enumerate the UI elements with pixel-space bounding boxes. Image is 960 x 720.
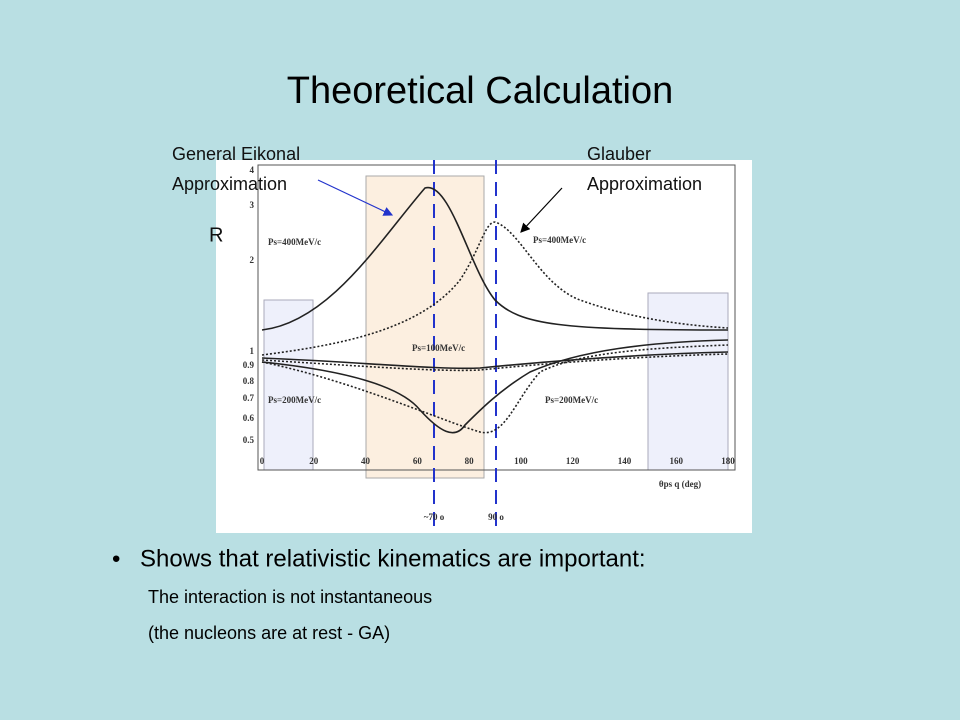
curve — [261, 344, 729, 434]
annotation: Approximation — [172, 174, 287, 194]
x-axis-label: θps q (deg) — [659, 479, 701, 489]
y-tick-label: 1 — [250, 346, 255, 356]
curve — [261, 351, 729, 370]
curve-label: Ps=400MeV/c — [533, 235, 586, 245]
figure: 4 3 2 1 0.9 0.8 0.7 0.6 0.5 0 20 40 60 80 100… — [216, 160, 752, 533]
y-tick-label: 0.8 — [243, 376, 255, 386]
curve — [261, 187, 729, 331]
bullet-text: Shows that relativistic kinematics are i… — [140, 545, 646, 572]
annotation: General Eikonal — [172, 144, 300, 164]
curve — [261, 221, 729, 356]
curve — [261, 353, 729, 372]
sub-line: The interaction is not instantaneous — [148, 587, 432, 607]
x-tick-label: 40 — [361, 456, 371, 466]
x-tick-label: 20 — [309, 456, 319, 466]
curve-label: Ps=400MeV/c — [268, 237, 321, 247]
y-tick-label: 0.6 — [243, 413, 255, 423]
x-tick-label: 60 — [413, 456, 423, 466]
x-tick-label: 140 — [618, 456, 632, 466]
curve-label: Ps=200MeV/c — [545, 395, 598, 405]
arrow — [520, 187, 563, 233]
bullet-marker: • — [112, 545, 120, 572]
y-tick-label: 0.5 — [243, 435, 255, 445]
shade-right — [647, 292, 729, 471]
annotation: Glauber — [587, 144, 651, 164]
sub-line: (the nucleons are at rest - GA) — [148, 623, 390, 643]
arrow — [317, 179, 394, 216]
y-axis-label: R — [209, 224, 223, 246]
x-tick-label: 160 — [669, 456, 683, 466]
y-tick-label: 2 — [250, 255, 255, 265]
x-tick-label: 80 — [465, 456, 475, 466]
shade-left — [263, 299, 314, 471]
angle-label: ~70 o — [424, 512, 445, 522]
y-tick-label: 4 — [250, 165, 255, 175]
y-tick-label: 0.9 — [243, 360, 255, 370]
x-tick-label: 0 — [260, 456, 265, 466]
curve-label: Ps=100MeV/c — [412, 343, 465, 353]
slide-title: Theoretical Calculation — [287, 70, 674, 112]
y-tick-label: 0.7 — [243, 393, 255, 403]
x-tick-label: 100 — [514, 456, 528, 466]
y-tick-label: 3 — [250, 200, 255, 210]
curve — [261, 339, 729, 434]
x-tick-label: 180 — [721, 456, 735, 466]
x-tick-label: 120 — [566, 456, 580, 466]
shade-middle — [365, 175, 485, 479]
angle-label: 90 o — [488, 512, 504, 522]
curve-label: Ps=200MeV/c — [268, 395, 321, 405]
annotation: Approximation — [587, 174, 702, 194]
